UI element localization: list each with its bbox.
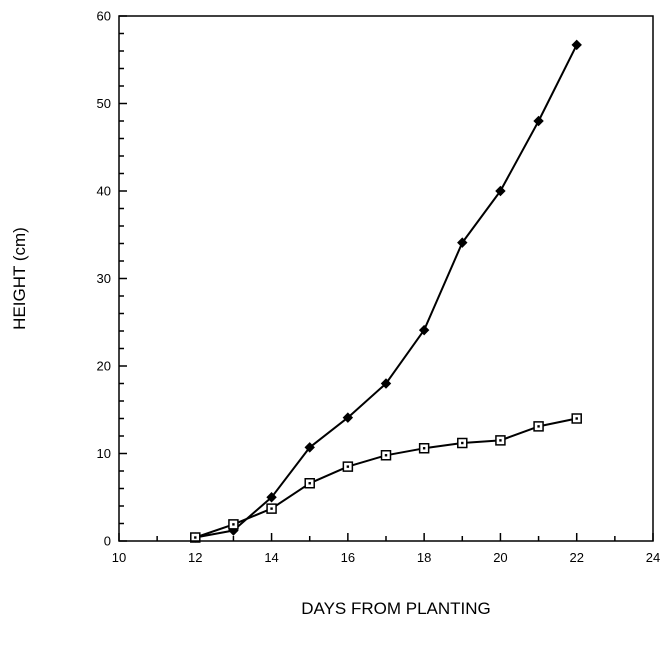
series-1-diamond-point [266, 492, 277, 503]
series-2-square-center [384, 454, 388, 457]
series-1-diamond-point [457, 237, 468, 248]
x-axis-ticks: 10 12 14 16 18 20 22 24 [112, 533, 660, 565]
x-tick-label: 20 [493, 550, 507, 565]
x-tick-label: 24 [646, 550, 660, 565]
series-2-square-center [422, 447, 426, 450]
series-1-diamond-point [495, 185, 506, 197]
series-2-line [194, 417, 577, 539]
y-axis-ticks: 0 10 20 30 40 50 60 [97, 9, 127, 549]
series-1 [190, 39, 582, 543]
series-2-square-center [194, 536, 197, 539]
series-1-diamond-point [571, 39, 582, 51]
y-tick-label: 20 [97, 359, 111, 374]
series-2-square-center [308, 482, 311, 485]
x-axis-title: DAYS FROM PLANTING [301, 599, 491, 618]
x-tick-label: 10 [112, 550, 126, 565]
series-1-line [195, 44, 578, 539]
series-2-square-center [499, 439, 502, 442]
y-tick-label: 60 [97, 9, 111, 24]
y-tick-label: 50 [97, 96, 111, 111]
y-axis-title: HEIGHT (cm) [10, 227, 29, 330]
series-1-diamond-point [533, 115, 544, 127]
series-layer [190, 39, 582, 543]
x-tick-label: 18 [417, 550, 431, 565]
series-1-diamond-point [418, 324, 430, 336]
series-2-square-center [575, 417, 578, 420]
series-2-square-center [232, 523, 235, 526]
series-2-square-center [346, 465, 350, 468]
series-1-diamond-point [342, 412, 354, 423]
y-tick-label: 30 [97, 271, 111, 286]
series-1-diamond-point [380, 378, 392, 389]
series-2-square-center [270, 507, 273, 510]
y-tick-label: 0 [104, 534, 111, 549]
series-2 [190, 413, 582, 543]
x-tick-label: 12 [188, 550, 202, 565]
x-tick-label: 22 [569, 550, 583, 565]
series-1-diamond-point [304, 442, 315, 453]
series-2-square-center [461, 441, 464, 445]
series-2-square-center [537, 425, 540, 428]
y-tick-label: 40 [97, 184, 111, 199]
x-tick-label: 16 [341, 550, 355, 565]
y-tick-label: 10 [97, 446, 111, 461]
x-tick-label: 14 [264, 550, 278, 565]
plot-frame [118, 15, 654, 542]
